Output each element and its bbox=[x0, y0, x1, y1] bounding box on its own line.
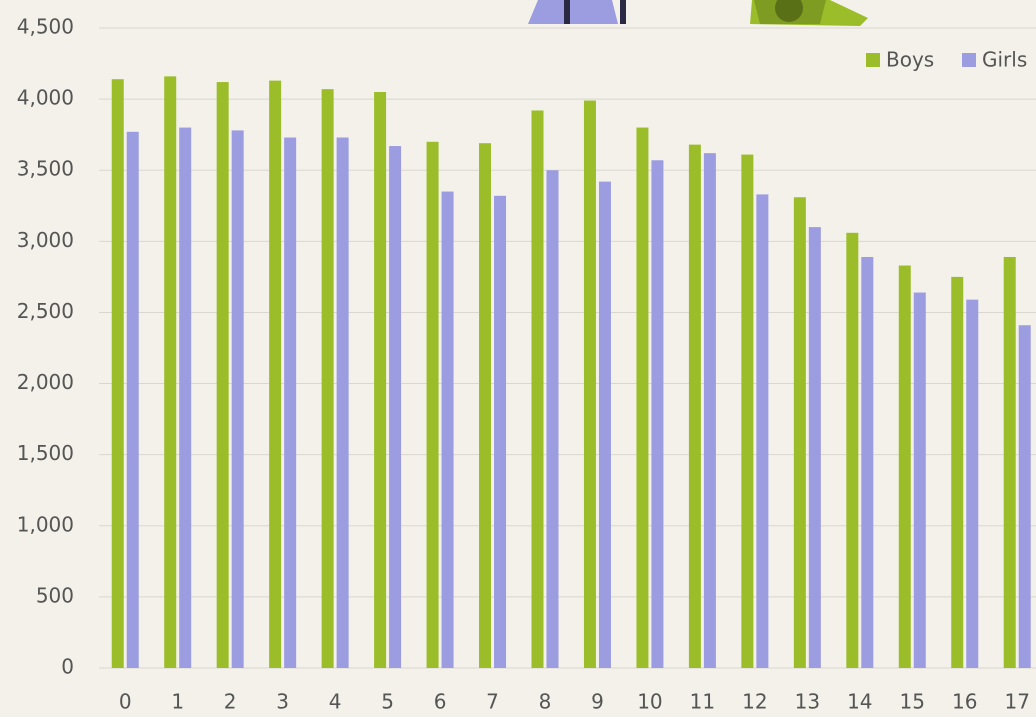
y-tick-label: 0 bbox=[61, 655, 74, 679]
bar bbox=[914, 293, 926, 668]
x-tick-label: 10 bbox=[637, 690, 662, 714]
x-tick-label: 2 bbox=[224, 690, 237, 714]
chart: 0 500 1,000 1,500 2,000 2,500 3,000 3,500 4,000 4… bbox=[0, 0, 1036, 717]
x-tick-label: 1 bbox=[171, 690, 184, 714]
bar bbox=[756, 194, 768, 668]
bar bbox=[636, 128, 648, 668]
bar bbox=[322, 89, 334, 668]
bar bbox=[337, 138, 349, 668]
bar bbox=[374, 92, 386, 668]
bar bbox=[704, 153, 716, 668]
bar bbox=[1019, 325, 1031, 668]
bar bbox=[794, 197, 806, 668]
x-tick-label: 17 bbox=[1004, 690, 1029, 714]
illustration-detail bbox=[564, 0, 570, 24]
y-tick-label: 1,000 bbox=[17, 512, 74, 536]
bar bbox=[861, 257, 873, 668]
x-tick-label: 15 bbox=[900, 690, 925, 714]
x-tick-label: 5 bbox=[381, 690, 394, 714]
bar bbox=[899, 266, 911, 668]
x-tick-label: 12 bbox=[742, 690, 767, 714]
x-tick-label: 11 bbox=[690, 690, 715, 714]
y-tick-label: 3,500 bbox=[17, 157, 74, 181]
x-tick-label: 0 bbox=[119, 690, 132, 714]
decoration bbox=[528, 0, 868, 26]
bar bbox=[1004, 257, 1016, 668]
y-tick-label: 2,500 bbox=[17, 299, 74, 323]
x-tick-label: 4 bbox=[329, 690, 342, 714]
x-tick-label: 8 bbox=[539, 690, 552, 714]
legend-label: Boys bbox=[886, 48, 934, 72]
legend-swatch bbox=[962, 53, 976, 67]
y-tick-label: 500 bbox=[36, 583, 74, 607]
bar bbox=[584, 101, 596, 668]
y-tick-label: 1,500 bbox=[17, 441, 74, 465]
bar bbox=[651, 160, 663, 668]
bar bbox=[179, 128, 191, 668]
y-tick-label: 4,500 bbox=[17, 15, 74, 39]
page: 0 500 1,000 1,500 2,000 2,500 3,000 3,500 4,000 4… bbox=[0, 0, 1036, 717]
illustration-girl bbox=[528, 0, 618, 24]
bar bbox=[689, 145, 701, 668]
bar bbox=[232, 130, 244, 668]
illustration-detail bbox=[620, 0, 626, 24]
bar bbox=[951, 277, 963, 668]
bar bbox=[164, 76, 176, 668]
bar bbox=[269, 81, 281, 668]
bar bbox=[741, 155, 753, 668]
bar bbox=[389, 146, 401, 668]
x-tick-label: 14 bbox=[847, 690, 872, 714]
y-tick-label: 3,000 bbox=[17, 228, 74, 252]
bar bbox=[966, 300, 978, 668]
bar bbox=[217, 82, 229, 668]
x-tick-label: 3 bbox=[276, 690, 289, 714]
x-tick-label: 16 bbox=[952, 690, 977, 714]
bar bbox=[809, 227, 821, 668]
x-tick-label: 13 bbox=[795, 690, 820, 714]
bar bbox=[846, 233, 858, 668]
bar bbox=[546, 170, 558, 668]
y-tick-label: 4,000 bbox=[17, 86, 74, 110]
bar bbox=[479, 143, 491, 668]
bar bbox=[112, 79, 124, 668]
x-tick-label: 6 bbox=[434, 690, 447, 714]
legend-swatch bbox=[866, 53, 880, 67]
x-tick-label: 9 bbox=[591, 690, 604, 714]
bar bbox=[494, 196, 506, 668]
bar bbox=[427, 142, 439, 668]
y-tick-label: 2,000 bbox=[17, 370, 74, 394]
x-tick-label: 7 bbox=[486, 690, 499, 714]
bar bbox=[127, 132, 139, 668]
bar bbox=[531, 110, 543, 668]
bar bbox=[599, 182, 611, 668]
bar bbox=[442, 192, 454, 668]
legend-label: Girls bbox=[982, 48, 1027, 72]
bar bbox=[284, 138, 296, 668]
